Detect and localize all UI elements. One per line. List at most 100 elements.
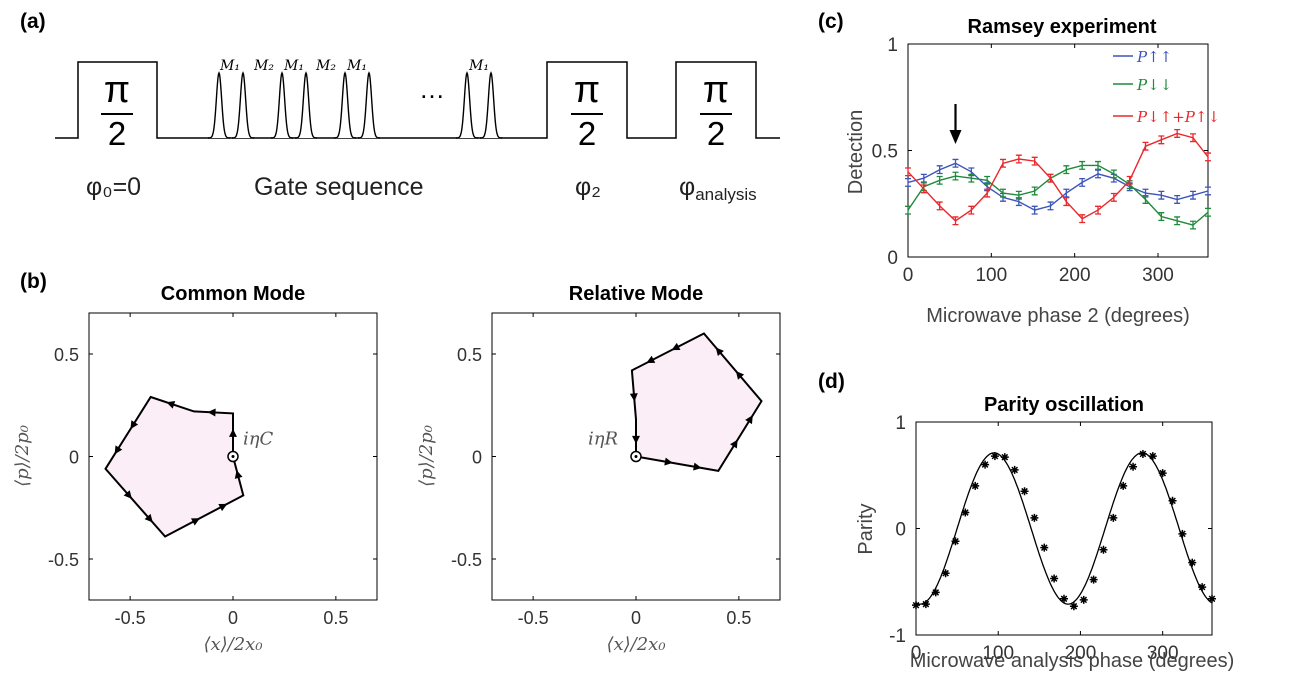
data-point [941,569,950,578]
error-bar [920,173,927,183]
legend-entry: P↑↑ [1136,48,1172,66]
data-point [1030,513,1039,522]
y-tick-label: 0.5 [54,345,79,365]
direction-arrow [123,490,132,499]
pi-over-2-numerator-3: π [703,69,729,111]
data-point [1158,469,1167,478]
parity-title: Parity oscillation [984,394,1144,416]
error-bar [905,205,911,215]
x-tick-label: 100 [982,643,1014,664]
y-tick-label: 0.5 [457,345,482,365]
error-bar [1063,188,1070,198]
error-bar [1095,205,1101,215]
gaussian-pulse [295,71,317,139]
data-point [1129,462,1138,471]
x-tick-label: 200 [1065,643,1097,664]
error-bar [984,175,991,185]
error-bar [1047,201,1054,211]
error-bar [1000,188,1006,198]
data-point [981,460,990,469]
error-bar [1095,160,1101,170]
x-tick-label: 300 [1147,643,1179,664]
data-point [931,588,940,597]
error-bar [1205,186,1211,196]
legend-entry: P↓↑+P↑↓ [1136,108,1220,126]
legend-entry: P↓↓ [1136,76,1172,94]
error-bar [1031,186,1038,196]
error-bar [1110,192,1117,202]
gaussian-pulse [208,71,230,139]
data-point [1138,449,1147,458]
error-bar [1000,158,1006,168]
error-bar [1015,154,1022,164]
error-bar [936,201,943,211]
x-tick-label: 100 [975,265,1007,286]
x-tick-label: 0.5 [323,608,348,628]
error-bar [1142,195,1149,204]
error-bar [1079,214,1086,224]
error-bar [1079,160,1086,170]
pi-over-2-denominator-3: 2 [707,115,725,152]
data-point [1099,545,1108,554]
direction-arrow [632,435,640,444]
error-bar [1174,128,1181,138]
direction-arrow [207,408,216,417]
error-bar [1174,195,1181,204]
data-point [1000,453,1009,462]
panel-label-d: (d) [818,370,845,393]
data-point [1188,558,1197,567]
data-point [971,481,980,490]
arrow-head [949,130,962,144]
y-tick-label: -0.5 [48,550,79,570]
series-line [907,162,1209,211]
error-bar [1158,135,1165,145]
error-bar [920,184,927,194]
error-bar [1174,216,1181,226]
data-point [1178,529,1187,538]
gaussian-pulse [232,71,254,139]
error-bar [1063,165,1070,175]
y-tick-label: 1 [887,35,898,56]
data-point [1208,594,1216,603]
x-tick-label: 0 [631,608,641,628]
trajectory [630,332,763,473]
error-bar [1158,190,1165,200]
error-bar [936,165,943,175]
data-point [1040,543,1049,552]
error-bar [1031,205,1038,215]
pulse-sequence-diagram: M₁ M₂ M₁ M₂ M₁ M₁ π 2 π 2 π 2 … φ₀=0 Gate seq… [55,58,780,204]
error-bar [1110,169,1117,179]
error-bar [952,216,959,226]
direction-arrow [144,513,153,523]
error-bar [905,167,911,177]
direction-arrow [114,445,123,455]
error-bar [1079,177,1086,187]
data-point [1010,465,1019,474]
error-bar [936,175,943,185]
data-point [1119,481,1128,490]
data-point [1060,594,1068,603]
error-bar [1015,190,1022,200]
y-tick-label: 0 [69,448,79,468]
error-bar [1205,207,1211,217]
eta-annotation: iηR [588,429,618,450]
x-tick-label: 0 [903,265,914,286]
trajectory [104,395,245,538]
data-point [1050,574,1059,583]
data-point [1020,487,1029,496]
ramsey-title: Ramsey experiment [968,16,1157,38]
x-tick-label: 0 [911,643,922,664]
data-point [921,600,930,609]
error-bar [1063,197,1070,207]
panel-label-a: (a) [20,10,46,33]
gaussian-pulse [358,71,380,139]
x-tick-label: 0 [228,608,238,628]
x-tick-label: -0.5 [115,608,146,628]
pi-over-2-numerator-1: π [104,69,130,111]
error-bar [905,177,911,187]
ramsey-plot: Ramsey experiment 0 100 200 30000.51P↑↑P↓↓P… [845,16,1220,327]
direction-arrow [234,470,243,479]
direction-arrow [664,457,673,466]
parity-plot: Parity oscillation 0 100 200 300-101 Microw… [855,394,1234,672]
panel-label-c: (c) [818,10,844,33]
